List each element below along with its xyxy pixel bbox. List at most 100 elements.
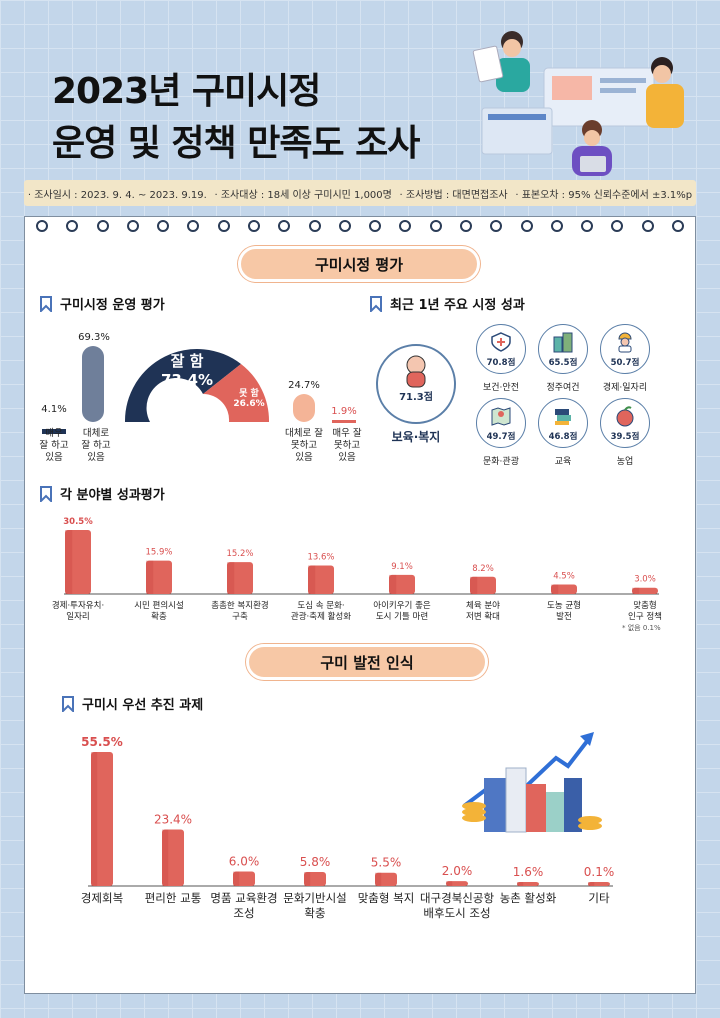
binder-ring: [157, 220, 170, 232]
buildings-icon: [553, 332, 573, 353]
binder-ring: [611, 220, 624, 232]
title-line-2: 운영 및 정책 만족도 조사: [52, 123, 420, 164]
map-pin-icon: [491, 407, 511, 426]
good-total: 잘 함 73.4%: [150, 350, 224, 389]
chart-category-label: 기타: [588, 891, 610, 905]
bookmark-icon: [40, 485, 52, 502]
main-achievement-circle: 71.3점: [376, 344, 456, 424]
achievement-label: 보건·안전: [483, 383, 519, 393]
chart-bar-shade: [389, 574, 397, 594]
pie-bad-slice: [203, 364, 270, 422]
chart-category-label: 조성: [233, 906, 254, 920]
achievement-living-conditions: 65.5점: [538, 324, 588, 374]
achievement-value: 46.8점: [548, 432, 578, 442]
chart-bar-shade: [233, 871, 240, 886]
very-bad-pct: 1.9%: [331, 406, 357, 417]
achievement-culture-tourism: 49.7점: [476, 398, 526, 448]
survey-target: 조사대상 : 18세 이상 구미시민 1,000명: [214, 186, 392, 201]
binder-ring: [641, 220, 654, 232]
survey-method: 조사방법 : 대면면접조사: [400, 186, 508, 201]
chart-bar-shade: [304, 871, 311, 886]
chart-bar-shade: [91, 752, 98, 886]
bad-total: 못 함 26.6%: [226, 386, 272, 409]
binder-ring: [399, 220, 412, 232]
achievements-title: 최근 1년 주요 시정 성과: [390, 298, 525, 313]
chart-data-label: 1.6%: [513, 865, 544, 879]
binder-ring: [459, 220, 472, 232]
chart-bar-shade: [146, 560, 154, 594]
priority-tasks-title: 구미시 우선 추진 과제: [82, 698, 204, 713]
chart-data-label: 3.0%: [634, 575, 656, 585]
very-good-pct: 4.1%: [41, 404, 67, 415]
chart-category-label: 확충: [151, 611, 167, 622]
chart-category-label: 배후도시 조성: [423, 906, 490, 920]
good-value: 73.4%: [160, 371, 214, 389]
chart-bar: [233, 871, 255, 886]
chart-bar-shade: [470, 576, 478, 594]
achievement-value: 39.5점: [610, 432, 640, 442]
chart-category-label: 도농 균형: [547, 601, 581, 611]
operation-eval-heading: 구미시정 운영 평가: [40, 294, 165, 313]
chart-category-label: 인구 정책: [628, 611, 662, 622]
chart-data-label: 5.5%: [371, 856, 402, 870]
bookmark-icon: [370, 295, 382, 312]
binder-ring: [66, 220, 79, 232]
section-pill-evaluation: 구미시정 평가: [238, 246, 480, 282]
achievement-health-safety: 70.8점: [476, 324, 526, 374]
chart-data-label: 55.5%: [81, 735, 123, 749]
main-achievement-value: 71.3점: [399, 392, 433, 403]
chart-category-label: 편리한 교통: [145, 891, 202, 905]
pie-good-slice: [124, 348, 241, 422]
chart-data-label: 15.2%: [226, 549, 253, 559]
binder-ring: [369, 220, 382, 232]
chart-bar: [146, 560, 172, 594]
chart-category-label: 촘촘한 복지환경: [211, 600, 268, 611]
chart-bar: [389, 574, 415, 594]
bar-very-good: [42, 429, 66, 434]
page-title: 2023년 구미시정 운영 및 정책 만족도 조사: [52, 66, 420, 170]
binder-ring: [429, 220, 442, 232]
chart-bar: [304, 871, 326, 886]
achievement-label: 교육: [554, 457, 572, 467]
chart-bar-shade: [308, 565, 316, 594]
chart-bar-shade: [375, 872, 382, 886]
chart-bar-shade: [551, 584, 559, 594]
chart-data-label: 2.0%: [442, 864, 473, 878]
chart-bar: [65, 530, 91, 594]
binder-ring: [278, 220, 291, 232]
field-performance-title: 각 분야별 성과평가: [60, 488, 165, 503]
chart-category-label: 발전: [556, 611, 572, 622]
bar-very-bad: [332, 420, 356, 423]
achievement-education: 46.8점: [538, 398, 588, 448]
chart-bar: [517, 882, 539, 886]
chart-bar-shade: [588, 882, 595, 886]
chart-data-label: 30.5%: [63, 517, 93, 527]
chart-bar: [470, 576, 496, 594]
chart-bar-shade: [446, 881, 453, 886]
section-pill-development: 구미 발전 인식: [246, 644, 488, 680]
baby-icon: [406, 355, 426, 388]
binder-ring: [581, 220, 594, 232]
binder-ring: [490, 220, 503, 232]
priority-tasks-heading: 구미시 우선 추진 과제: [62, 694, 203, 713]
chart-bar: [588, 882, 610, 886]
chart-data-label: 0.1%: [584, 865, 615, 879]
achievement-label: 경제·일자리: [602, 383, 648, 393]
chart-category-label: 일자리: [66, 612, 89, 622]
binder-ring: [126, 220, 139, 232]
chart-data-label: 9.1%: [391, 562, 413, 572]
binder-ring: [308, 220, 321, 232]
very-good-label: 매우 잘 하고 있음: [39, 428, 69, 463]
chart-category-label: 체육 분야: [466, 600, 500, 611]
binder-ring: [187, 220, 200, 232]
survey-error: 표본오차 : 95% 신뢰수준에서 ±3.1%p: [515, 186, 692, 201]
chart-bar: [551, 584, 577, 594]
chart-category-label: 맞춤형 복지: [358, 891, 415, 905]
binder-ring: [96, 220, 109, 232]
field-performance-heading: 각 분야별 성과평가: [40, 484, 165, 503]
chart-data-label: 15.9%: [145, 548, 172, 558]
chart-category-label: 경제·투자유치·: [52, 600, 104, 611]
chart-footnote: * 없음 0.1%: [622, 624, 661, 632]
achievement-agriculture: 39.5점: [600, 398, 650, 448]
